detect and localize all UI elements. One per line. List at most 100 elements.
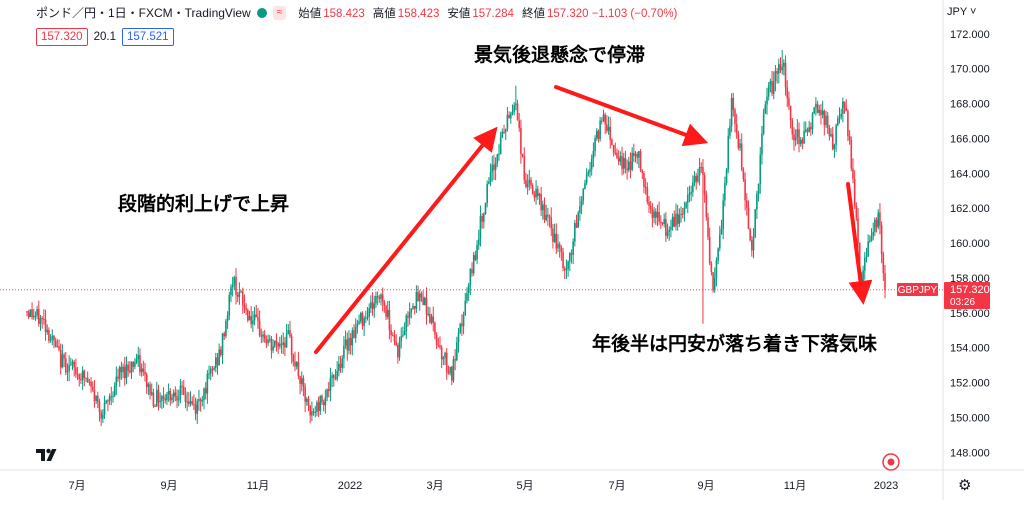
candle-body [884, 273, 886, 290]
candle-body [439, 345, 441, 348]
candle [582, 187, 585, 205]
candle-body [339, 363, 342, 368]
candle-body [100, 411, 102, 419]
candle [715, 257, 718, 287]
candle-body [174, 392, 177, 397]
candle-body [823, 110, 826, 126]
candle [402, 326, 404, 338]
candle [553, 223, 556, 243]
candle [408, 302, 411, 325]
candle-body [70, 364, 72, 366]
record-target-icon [882, 453, 900, 471]
candle-body [735, 123, 738, 134]
candle [317, 396, 320, 418]
candle-body [548, 216, 551, 218]
candle-body [397, 345, 399, 358]
candle [735, 113, 738, 139]
candle-body [332, 375, 335, 379]
candle [231, 276, 234, 297]
candle [622, 152, 625, 175]
candle [826, 111, 829, 135]
candle-body [161, 396, 163, 401]
candle-body [348, 337, 350, 351]
candle-body [78, 374, 81, 380]
candle [144, 362, 146, 382]
candle-body [621, 156, 623, 169]
y-tick-label-11: 170.000 [950, 64, 990, 76]
candle [262, 330, 264, 343]
candle-body [206, 373, 209, 394]
candle-body [107, 400, 109, 402]
candle-body [418, 293, 421, 301]
candle-body [798, 129, 800, 145]
candle [373, 295, 376, 318]
candle [493, 154, 495, 181]
candle [489, 163, 492, 187]
tradingview-logo-icon[interactable] [34, 444, 58, 466]
candle [877, 209, 880, 230]
candle [676, 205, 679, 231]
candle [27, 309, 30, 320]
candle [166, 391, 168, 405]
candle-body [643, 173, 645, 187]
symbol-title[interactable]: ポンド／円・1日・FXCM・TradingView [36, 6, 251, 20]
candle [863, 252, 866, 280]
candle-body [653, 211, 655, 218]
candle-body [415, 291, 418, 309]
candle [359, 311, 362, 324]
candle-body [218, 349, 220, 366]
candle-body [862, 270, 864, 285]
candle-body [629, 161, 632, 170]
candle [570, 249, 573, 264]
candle [643, 171, 645, 194]
candle [102, 409, 104, 423]
candle-body [255, 314, 258, 318]
buy-price-button[interactable]: 157.521 [121, 28, 174, 46]
wave-badge[interactable]: ≈ [272, 5, 287, 20]
candle-body [649, 205, 652, 210]
candle [838, 107, 841, 124]
candle-body [73, 361, 75, 368]
candle-body [430, 316, 433, 323]
candle [751, 236, 753, 257]
candle-body [385, 305, 387, 317]
candle [422, 290, 424, 306]
candle-body [504, 128, 507, 132]
candle [526, 174, 529, 195]
candle [563, 266, 566, 280]
candle [778, 58, 780, 84]
candle-body [751, 240, 753, 251]
candle [336, 361, 338, 382]
gear-icon[interactable]: ⚙ [958, 477, 972, 494]
candle [739, 138, 741, 152]
candle-body [626, 168, 628, 171]
candle [177, 389, 180, 407]
candle [820, 104, 822, 125]
candle [869, 235, 871, 243]
candle-body [671, 216, 674, 228]
candle [874, 217, 876, 236]
candle-body [661, 222, 664, 224]
candle [155, 381, 158, 408]
candle-body [216, 357, 219, 366]
candle-body [708, 236, 711, 264]
candle-body [525, 179, 527, 187]
candle [831, 126, 834, 151]
candle-body [633, 152, 635, 156]
candle-body [616, 152, 618, 159]
candle-body [86, 377, 89, 383]
sell-price-button[interactable]: 157.320 [36, 28, 88, 46]
candle-body [80, 379, 82, 381]
candle [724, 176, 726, 207]
candle [617, 150, 620, 166]
candle-body [194, 404, 197, 414]
currency-selector[interactable]: JPY ˅ [947, 6, 977, 18]
candle-body [238, 292, 241, 297]
candle [247, 308, 249, 323]
candle-body [604, 114, 606, 125]
candle [474, 250, 477, 262]
candle [211, 365, 214, 377]
candle [464, 292, 467, 316]
candle-body [90, 381, 92, 387]
